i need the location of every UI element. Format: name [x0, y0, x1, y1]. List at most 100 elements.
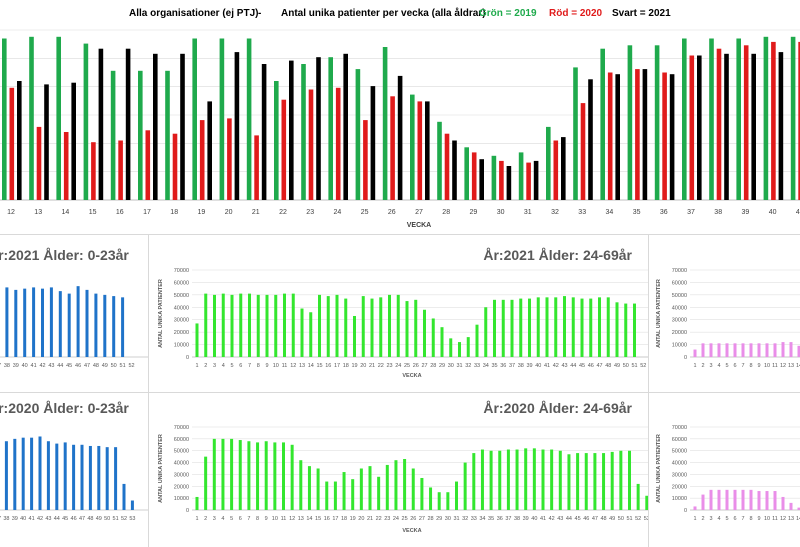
bar: [757, 491, 761, 510]
x-tick-label: 8: [256, 516, 259, 522]
y-tick-label: 0: [684, 355, 687, 361]
x-tick-label: 52: [121, 516, 127, 522]
bar: [790, 36, 796, 200]
x-axis-title: VECKA: [402, 373, 421, 379]
bar: [636, 483, 640, 510]
bar: [757, 343, 761, 357]
x-tick-label: 6: [239, 516, 242, 522]
y-tick-label: 20000: [672, 484, 687, 490]
panel-divider-h2: [0, 392, 800, 393]
x-tick-label: 34: [483, 363, 489, 369]
y-tick-label: 40000: [174, 305, 189, 311]
bar: [282, 442, 285, 510]
bar: [301, 64, 306, 200]
panel-2020-24-69: År:2020 Ålder: 24-69år 0 10000 20000 30000 40…: [149, 393, 648, 547]
y-tick-label: 50000: [672, 449, 687, 455]
bar: [781, 496, 785, 510]
bar: [725, 489, 729, 510]
bar: [576, 453, 580, 510]
bar: [536, 297, 540, 357]
x-tick-label: 41: [31, 363, 37, 369]
x-tick-label: 9: [757, 516, 760, 522]
bar: [573, 67, 578, 201]
bar: [751, 53, 756, 200]
x-tick-label: 8: [257, 363, 260, 369]
x-tick-label: 39: [12, 516, 18, 522]
panel-title: År:2021 Ålder: 24-69år: [483, 247, 632, 263]
x-tick-label: 26: [388, 209, 396, 216]
x-tick-label: 13: [34, 209, 42, 216]
x-tick-label: 31: [524, 209, 532, 216]
x-tick-label: 20: [360, 363, 366, 369]
bar: [545, 297, 549, 357]
bar: [14, 289, 18, 357]
bar: [480, 449, 484, 510]
bar: [420, 477, 424, 510]
x-tick-label: 45: [66, 363, 72, 369]
bar: [580, 298, 584, 357]
bar: [353, 315, 356, 357]
bar: [29, 36, 34, 200]
x-tick-label: 7: [741, 363, 744, 369]
x-tick-label: 34: [479, 516, 485, 522]
y-tick-label: 40000: [174, 461, 189, 467]
y-tick-label: 60000: [672, 437, 687, 443]
x-tick-label: 2: [701, 363, 704, 369]
bar: [524, 448, 528, 510]
x-tick-label: 22: [378, 363, 384, 369]
bar: [600, 48, 605, 201]
bar: [36, 126, 42, 200]
x-tick-label: 37: [505, 516, 511, 522]
panel-divider-v1: [148, 234, 149, 547]
bar: [610, 451, 614, 510]
x-tick-label: 14: [306, 516, 312, 522]
x-tick-label: 50: [111, 363, 117, 369]
bar: [256, 442, 260, 510]
y-tick-label: 20000: [174, 484, 189, 490]
x-tick-label: 28: [442, 209, 450, 216]
bar: [493, 299, 496, 357]
x-tick-label: 37: [0, 516, 1, 522]
bar: [325, 481, 329, 510]
x-tick-label: 16: [116, 209, 124, 216]
bar: [550, 449, 554, 510]
bar: [654, 45, 660, 200]
bar: [13, 438, 17, 510]
bar: [633, 303, 636, 357]
x-tick-label: 17: [143, 209, 151, 216]
x-tick-label: 38: [518, 363, 524, 369]
x-tick-label: 47: [79, 516, 85, 522]
bar: [85, 289, 89, 357]
bar-chart-2021-0-23: År:2021 Ålder: 0-23år3738394041424344454…: [0, 247, 148, 369]
x-tick-label: 41: [540, 516, 546, 522]
bar: [316, 468, 320, 510]
bar: [725, 343, 729, 357]
bar: [180, 53, 185, 200]
bar: [316, 57, 321, 201]
bar: [533, 160, 539, 200]
x-tick-label: 3: [709, 363, 712, 369]
panel-2020-70plus: 0 10000 20000 30000 40000 50000 60000 70000 ANTA…: [649, 393, 800, 547]
x-tick-label: 38: [714, 209, 722, 216]
y-axis-title: ANTAL UNIKA PATIENTER: [656, 279, 662, 348]
bar: [377, 476, 381, 510]
x-tick-label: 27: [421, 363, 427, 369]
bar: [425, 101, 430, 200]
bar: [239, 293, 243, 357]
y-tick-label: 0: [186, 355, 189, 361]
x-tick-label: 51: [626, 516, 632, 522]
main-bar-chart: 12 13 14 15 16 17 18 19 20 21 22 23 24 25 26 27 28 29 30 31…: [0, 29, 800, 229]
x-tick-label: 33: [471, 516, 477, 522]
bar: [464, 147, 469, 200]
x-tick-label: 49: [614, 363, 620, 369]
legend-red: Röd = 2020: [549, 8, 603, 19]
x-tick-label: 4: [221, 516, 224, 522]
x-tick-label: 5: [725, 363, 728, 369]
x-tick-label: 38: [514, 516, 520, 522]
y-tick-label: 10000: [672, 343, 687, 349]
x-tick-label: 42: [37, 516, 43, 522]
x-tick-label: 24: [334, 209, 342, 216]
x-tick-label: 20: [225, 209, 233, 216]
y-tick-label: 30000: [174, 318, 189, 324]
x-tick-label: 22: [376, 516, 382, 522]
